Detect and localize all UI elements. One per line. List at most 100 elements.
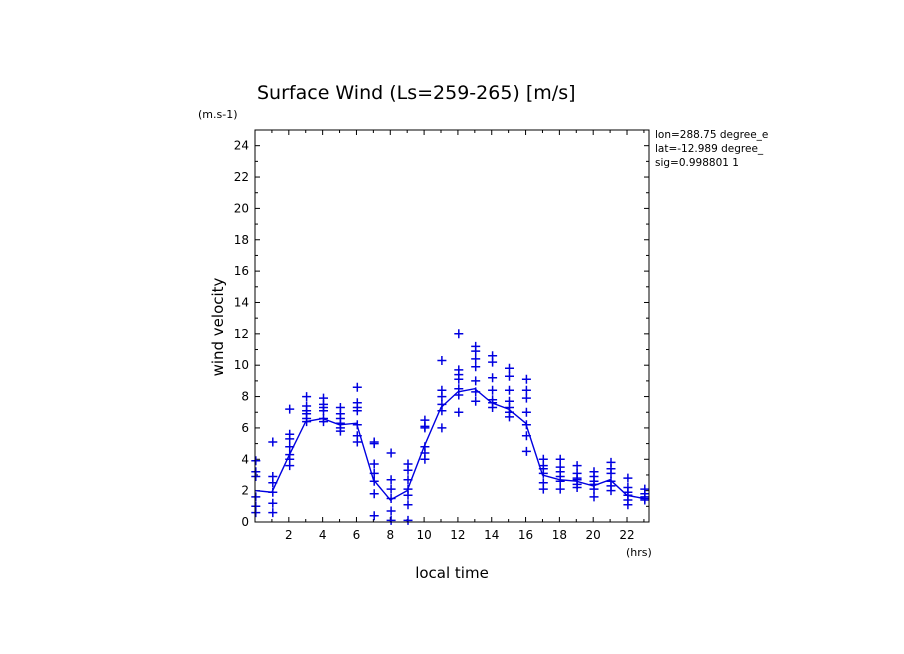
data-point-marker — [420, 423, 430, 433]
data-point-marker — [589, 484, 599, 494]
data-point-marker — [437, 392, 447, 402]
chart-title: Surface Wind (Ls=259-265) [m/s] — [257, 82, 576, 104]
y-tick-label: 16 — [234, 264, 249, 278]
data-point-marker — [454, 407, 464, 417]
x-tick-label: 18 — [552, 528, 567, 542]
data-point-marker — [454, 374, 464, 384]
data-point-marker — [369, 459, 379, 469]
y-tick-label: 8 — [241, 390, 249, 404]
x-tick-label: 2 — [285, 528, 293, 542]
data-point-marker — [505, 385, 514, 395]
plot-frame — [254, 129, 650, 523]
data-point-marker — [386, 475, 396, 485]
data-point-marker — [640, 495, 650, 505]
data-point-marker — [471, 387, 481, 397]
data-point-marker — [369, 476, 379, 486]
x-tick-label: 14 — [484, 528, 499, 542]
data-point-marker — [285, 461, 295, 471]
data-point-marker — [521, 420, 531, 430]
y-tick-label: 2 — [241, 484, 249, 498]
data-point-marker — [352, 406, 362, 416]
data-point-marker — [437, 406, 447, 416]
data-point-marker — [285, 404, 295, 414]
data-point-marker — [471, 346, 481, 356]
info-line-lon: lon=288.75 degree_e — [655, 129, 768, 141]
y-tick-label: 6 — [241, 421, 249, 435]
x-tick-label: 22 — [619, 528, 634, 542]
data-point-marker — [420, 454, 430, 464]
x-axis-title: local time — [415, 564, 489, 582]
data-point-marker — [521, 407, 531, 417]
y-tick-label: 24 — [234, 139, 249, 153]
data-point-marker — [471, 354, 481, 364]
x-tick-label: 8 — [386, 528, 394, 542]
data-point-marker — [386, 484, 396, 494]
y-unit-label: (m.s-1) — [198, 108, 238, 121]
data-point-marker — [437, 356, 447, 365]
data-point-marker — [285, 442, 295, 452]
data-point-marker — [538, 484, 548, 494]
data-point-marker — [521, 431, 531, 441]
data-point-marker — [352, 382, 362, 392]
data-point-marker — [268, 437, 278, 447]
data-point-marker — [521, 374, 531, 384]
data-point-marker — [572, 483, 582, 492]
x-unit-label: (hrs) — [626, 546, 652, 559]
y-tick-label: 12 — [234, 327, 249, 341]
data-point-marker — [251, 492, 261, 502]
y-axis-title: wind velocity — [209, 277, 227, 376]
mean-wind-line — [254, 387, 645, 501]
data-point-marker — [488, 403, 498, 412]
data-point-marker — [488, 373, 498, 383]
data-point-marker — [521, 446, 531, 456]
info-clip-mask — [779, 128, 904, 173]
data-point-marker — [471, 396, 481, 406]
y-tick-label: 4 — [241, 452, 249, 466]
data-point-marker — [319, 417, 328, 427]
data-point-marker — [437, 423, 447, 433]
data-point-marker — [606, 468, 616, 478]
data-point-marker — [386, 515, 396, 525]
data-point-marker — [386, 494, 396, 503]
data-point-marker — [505, 371, 514, 381]
data-point-marker — [488, 385, 498, 395]
data-point-marker — [268, 508, 278, 518]
y-tick-label: 14 — [234, 295, 249, 309]
y-tick-label: 0 — [241, 515, 249, 529]
data-point-marker — [352, 437, 362, 447]
data-point-marker — [285, 434, 295, 444]
x-tick-label: 6 — [353, 528, 361, 542]
data-point-marker — [386, 448, 396, 458]
data-point-marker — [555, 476, 565, 486]
data-point-marker — [403, 475, 413, 485]
data-point-marker — [471, 362, 481, 372]
data-point-marker — [538, 468, 548, 478]
data-point-marker — [606, 486, 616, 496]
data-point-marker — [555, 484, 565, 494]
data-point-marker — [302, 417, 312, 427]
data-point-marker — [386, 506, 396, 516]
data-point-marker — [403, 515, 413, 525]
data-point-marker — [505, 412, 514, 422]
info-line-sig: sig=0.998801 1 — [655, 157, 739, 169]
data-point-marker — [335, 426, 345, 436]
data-point-marker — [555, 454, 565, 464]
data-point-marker — [251, 456, 261, 466]
data-point-marker — [268, 498, 278, 508]
data-point-marker — [471, 376, 481, 386]
data-point-marker — [268, 478, 278, 488]
data-point-marker — [623, 500, 633, 510]
data-point-marker — [505, 363, 514, 373]
data-point-marker — [521, 393, 531, 403]
data-point-marker — [251, 508, 261, 518]
data-point-marker — [319, 406, 328, 416]
data-point-marker — [623, 473, 633, 483]
data-point-marker — [488, 357, 498, 367]
x-tick-label: 4 — [319, 528, 327, 542]
x-tick-label: 12 — [450, 528, 465, 542]
data-point-marker — [454, 390, 464, 400]
data-point-marker — [403, 490, 413, 500]
data-point-marker — [369, 511, 379, 521]
data-point-marker — [403, 465, 413, 475]
